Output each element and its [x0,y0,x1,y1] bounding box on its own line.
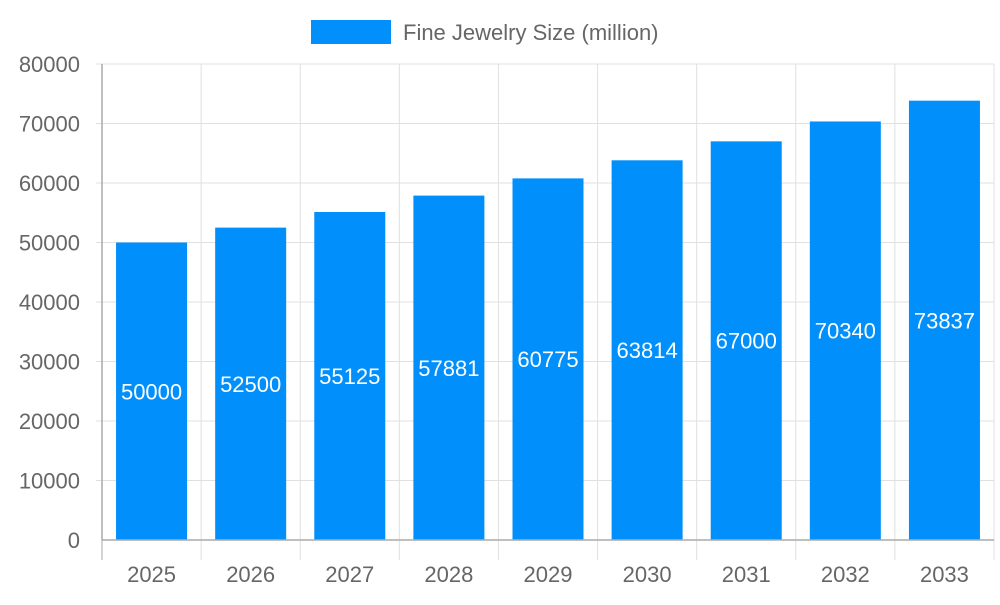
data-label: 70340 [815,319,876,344]
bar [908,100,980,540]
x-tick-label: 2032 [821,562,870,587]
x-tick-label: 2029 [524,562,573,587]
data-label: 55125 [319,364,380,389]
x-tick-label: 2033 [920,562,969,587]
bar [314,212,386,540]
data-label: 63814 [617,338,678,363]
x-tick-label: 2030 [623,562,672,587]
bars: 50000 52500 55125 57881 60775 63814 67000 70340… [116,100,980,541]
x-tick-label: 2028 [424,562,473,587]
y-tick-label: 40000 [19,290,80,315]
legend-label: Fine Jewelry Size (million) [403,20,659,45]
y-tick-label: 70000 [19,112,80,137]
axes: 0 10000 20000 30000 40000 50000 60000 70000 8000… [19,52,994,587]
y-tick-label: 80000 [19,52,80,77]
bar [413,195,485,541]
legend[interactable]: Fine Jewelry Size (million) [311,20,659,45]
x-tick-label: 2027 [325,562,374,587]
bar [611,160,683,540]
bar [710,141,782,540]
x-tick-label: 2025 [127,562,176,587]
legend-swatch [311,20,391,44]
data-label: 60775 [517,347,578,372]
data-label: 52500 [220,372,281,397]
y-tick-label: 20000 [19,409,80,434]
data-label: 50000 [121,379,182,404]
y-tick-label: 10000 [19,469,80,494]
data-label: 57881 [418,356,479,381]
y-tick-label: 30000 [19,350,80,375]
x-tick-label: 2026 [226,562,275,587]
x-tick-label: 2031 [722,562,771,587]
y-tick-label: 50000 [19,231,80,256]
bar [512,178,584,541]
data-label: 73837 [914,308,975,333]
y-tick-label: 0 [68,528,80,553]
data-label: 67000 [716,329,777,354]
bar [215,227,287,540]
bar [809,121,881,541]
y-tick-label: 60000 [19,171,80,196]
bar [116,242,188,540]
